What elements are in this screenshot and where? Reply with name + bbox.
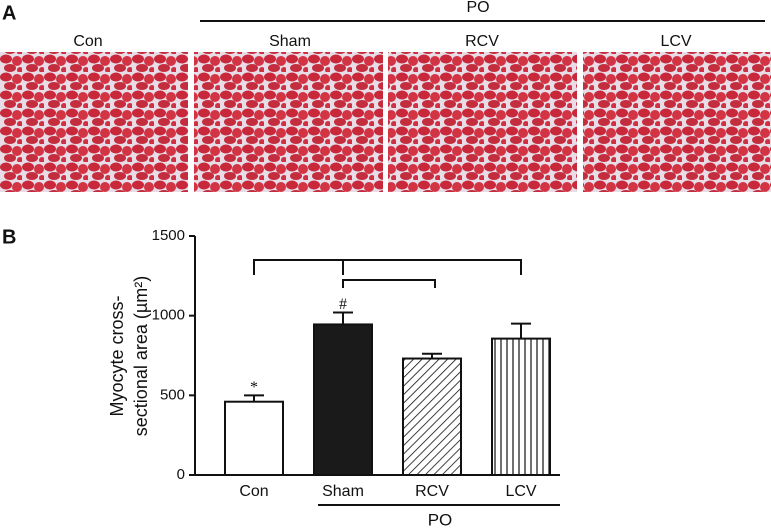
image-label: Sham [269,33,311,50]
x-tick-label: LCV [505,483,536,500]
image-label: RCV [465,33,499,50]
group-label: PO [466,0,489,16]
panel-label: B [2,226,16,248]
y-tick-label: 0 [177,466,185,483]
group-label: PO [428,510,453,529]
histology-image [583,52,771,192]
histology-image [388,52,577,192]
bar [313,323,373,476]
y-tick-label: 1500 [152,227,185,244]
x-tick-label: Sham [322,483,364,500]
significance-brackets [253,259,522,288]
image-label: LCV [660,33,691,50]
y-axis-label: sectional area (µm²) [131,276,151,436]
histology-image [194,52,383,192]
y-axis-label: Myocyte cross- [107,295,127,416]
y-tick-label: 1000 [152,307,185,324]
panel-label: A [2,2,16,24]
x-tick-label: RCV [415,483,449,500]
significance-marker: # [339,296,347,313]
x-tick-label: Con [239,483,268,500]
image-label: Con [73,33,102,50]
y-tick-label: 500 [160,386,185,403]
bar [402,357,462,477]
bar [491,337,551,476]
bar [224,400,284,476]
significance-marker: * [250,379,258,396]
histology-image [0,52,188,192]
